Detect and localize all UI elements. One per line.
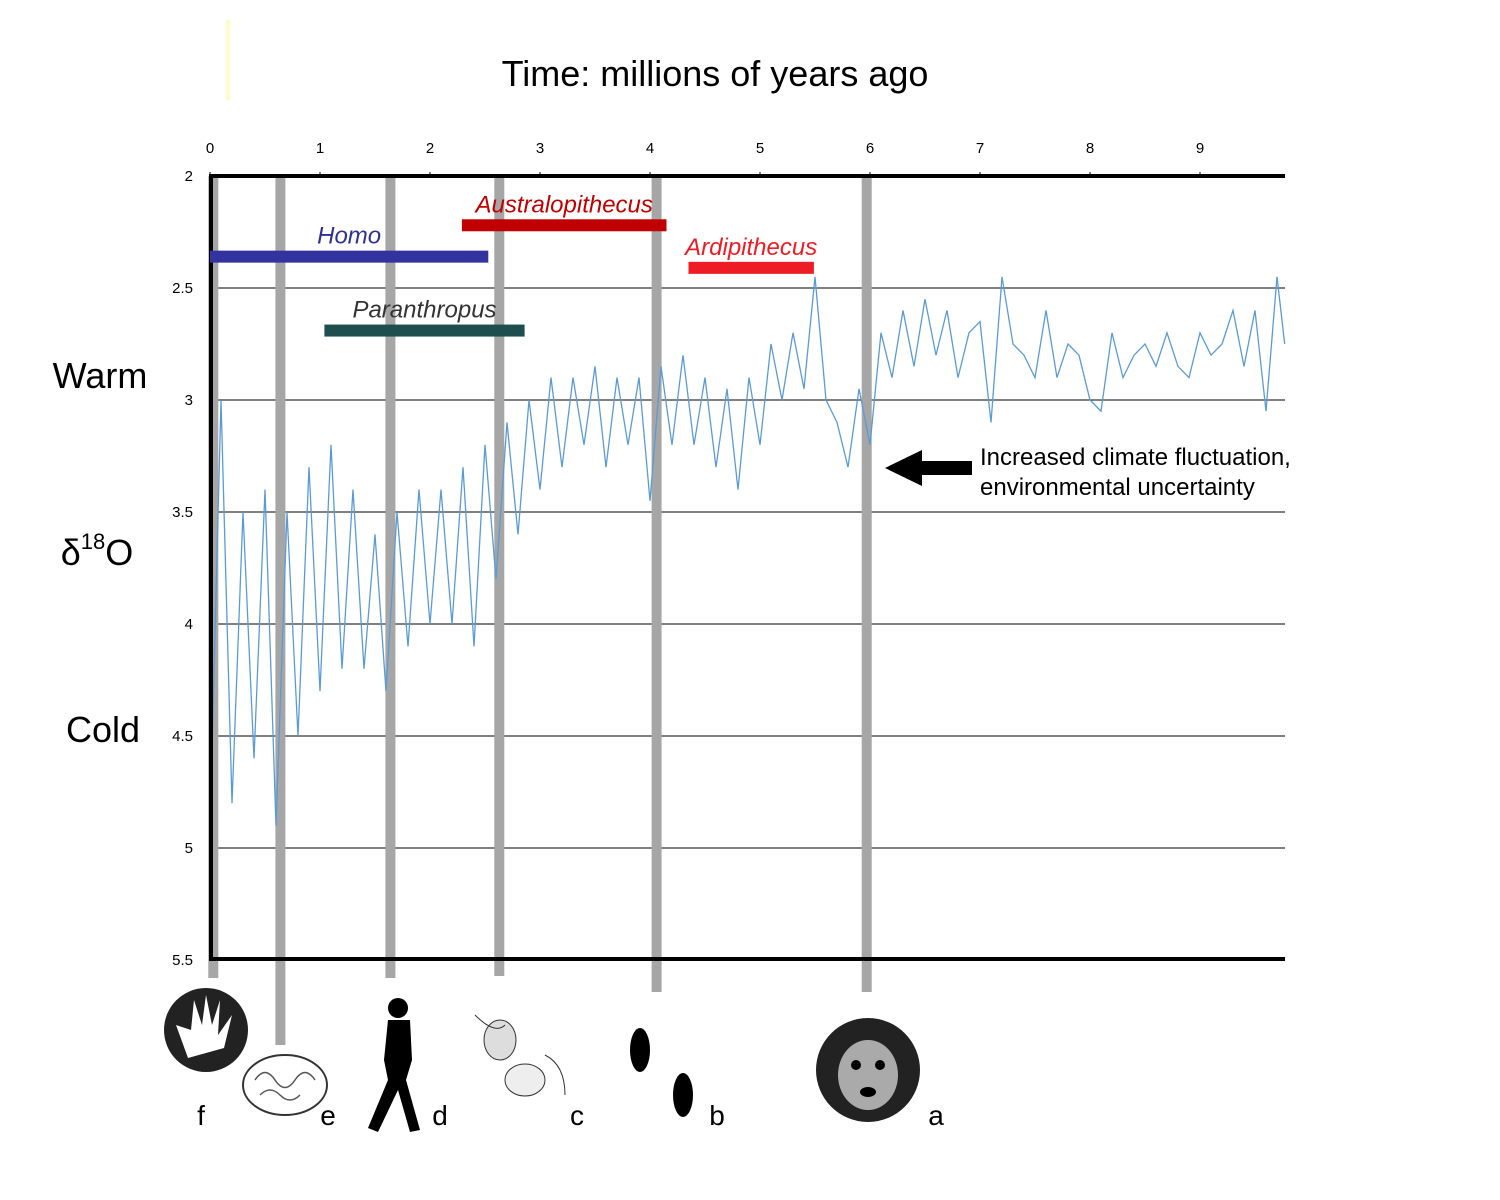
- event-label: e: [320, 1100, 336, 1131]
- y-tick-label: 2: [185, 168, 193, 185]
- brain-icon-part: [242, 1054, 328, 1116]
- stone-tool-icon-part: [474, 1014, 566, 1096]
- x-tick-label: 3: [536, 140, 544, 157]
- ape-face-icon-part: [851, 1060, 861, 1070]
- walking-hominin-icon: [368, 998, 420, 1132]
- event-label: d: [432, 1100, 448, 1131]
- footprints-icon: [630, 1028, 693, 1117]
- arrow-left-icon: [885, 450, 972, 486]
- event-label: a: [928, 1100, 944, 1131]
- y-tick-label: 4: [185, 616, 193, 633]
- walking-hominin-icon-part: [368, 1020, 420, 1132]
- genus-bar-ardipithecus: [688, 261, 814, 274]
- footprints-icon-part: [630, 1028, 650, 1072]
- annotation-text: environmental uncertainty: [980, 474, 1255, 501]
- footprints-icon-part: [673, 1073, 693, 1117]
- warm-label: Warm: [53, 355, 148, 396]
- y-tick-label: 3: [185, 392, 193, 409]
- isotope-superscript: 18: [81, 529, 105, 554]
- brain-icon-part: [254, 1071, 316, 1101]
- genus-label: Australopithecus: [473, 191, 652, 218]
- x-tick-label: 4: [646, 140, 654, 157]
- genus-bar-australopithecus: [461, 219, 667, 232]
- x-tick-label: 5: [756, 140, 764, 157]
- x-tick-label: 8: [1086, 140, 1094, 157]
- genus-bar-paranthropus: [324, 324, 525, 337]
- x-tick-label: 2: [426, 140, 434, 157]
- genus-label: Homo: [317, 223, 381, 250]
- annotation-text: Increased climate fluctuation,: [980, 444, 1291, 471]
- genus-label: Ardipithecus: [683, 234, 817, 261]
- x-tick-label: 6: [866, 140, 874, 157]
- cold-label: Cold: [66, 709, 140, 750]
- y-tick-label: 4.5: [172, 728, 193, 745]
- x-tick-label: 1: [316, 140, 324, 157]
- y-tick-label: 5.5: [172, 952, 193, 969]
- x-tick-label: 9: [1196, 140, 1204, 157]
- ape-face-icon-part: [875, 1060, 885, 1070]
- brain-icon: [242, 1054, 328, 1116]
- stone-tool-icon-part: [483, 1019, 517, 1061]
- event-label: c: [570, 1100, 584, 1131]
- d18o-series-line: [209, 276, 1286, 826]
- event-label: f: [197, 1100, 205, 1131]
- event-label: b: [709, 1100, 725, 1131]
- hand-icon-part: [176, 995, 232, 1058]
- y-tick-label: 3.5: [172, 504, 193, 521]
- y-tick-label: 2.5: [172, 280, 193, 297]
- delta18o-label: δ18O: [61, 529, 134, 573]
- walking-hominin-icon-part: [388, 998, 408, 1018]
- y-tick-label: 5: [185, 840, 193, 857]
- chart-title: Time: millions of years ago: [502, 53, 929, 94]
- x-tick-label: 0: [206, 140, 214, 157]
- ape-face-icon-part: [860, 1087, 876, 1097]
- delta-symbol: δ: [61, 532, 81, 573]
- genus-label: Paranthropus: [352, 297, 496, 324]
- x-tick-label: 7: [976, 140, 984, 157]
- stone-tool-icon-part: [504, 1063, 546, 1097]
- oxygen-symbol: O: [105, 532, 133, 573]
- ape-face-icon-part: [838, 1040, 898, 1110]
- stone-tool-icon: [474, 1014, 566, 1097]
- genus-bar-homo: [210, 250, 489, 263]
- hand-icon: [164, 988, 248, 1072]
- ape-face-icon: [816, 1018, 920, 1122]
